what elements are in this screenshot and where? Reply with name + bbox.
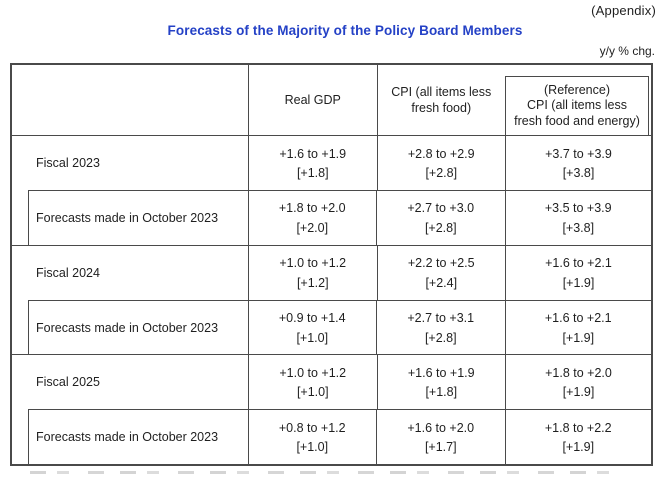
fiscal-2025-group: Fiscal 2025 +1.0 to +1.2 [+1.0] +1.6 to … — [12, 354, 652, 465]
row-indent-spacer — [12, 300, 28, 355]
forecast-range: +2.7 to +3.1 — [407, 311, 475, 325]
forecast-range: +1.0 to +1.2 — [279, 256, 347, 271]
forecast-range: +0.9 to +1.4 — [278, 311, 346, 325]
forecast-median: [+1.0] — [296, 330, 329, 345]
reference-cpi-cell: +1.6 to +2.1 [+1.9] — [505, 245, 651, 300]
forecast-range: +2.2 to +2.5 — [407, 256, 475, 271]
forecast-median: [+1.9] — [562, 330, 595, 345]
fiscal-year-label: Fiscal 2023 — [36, 156, 100, 170]
forecast-median: [+3.8] — [562, 220, 595, 235]
forecast-range: +1.8 to +2.2 — [544, 420, 612, 435]
forecast-range: +1.0 to +1.2 — [279, 365, 347, 380]
forecast-range: +1.6 to +1.9 — [279, 146, 347, 161]
unit-label: y/y % chg. — [599, 44, 655, 58]
forecast-range: +3.7 to +3.9 — [545, 146, 612, 161]
gdp-cell: +1.0 to +1.2 [+1.0] — [248, 355, 377, 410]
forecast-median: [+1.9] — [562, 440, 595, 455]
forecast-median: [+1.8] — [296, 166, 329, 180]
october-forecast-row: Forecasts made in October 2023 +0.9 to +… — [12, 299, 652, 355]
header-corner-cell — [12, 65, 248, 135]
october-forecast-row: Forecasts made in October 2023 +1.8 to +… — [12, 190, 651, 245]
forecast-range: +2.7 to +3.0 — [407, 201, 475, 216]
page-title: Forecasts of the Majority of the Policy … — [167, 23, 523, 38]
october-forecast-label: Forecasts made in October 2023 — [36, 210, 219, 225]
appendix-label: (Appendix) — [591, 3, 656, 18]
cpi-cell: +2.2 to +2.5 [+2.4] — [376, 245, 506, 300]
forecast-median: [+1.2] — [296, 275, 329, 290]
header-reference-box: (Reference) CPI (all items less fresh fo… — [505, 76, 649, 135]
forecast-median: [+1.7] — [424, 440, 457, 455]
forecast-range: +0.8 to +1.2 — [278, 420, 346, 435]
forecast-median: [+2.8] — [424, 220, 457, 235]
fiscal-row: Fiscal 2024 +1.0 to +1.2 [+1.2] +2.2 to … — [12, 245, 651, 300]
cpi-cell: +2.7 to +3.1 [+2.8] — [376, 300, 505, 355]
forecast-median: [+2.4] — [425, 275, 458, 290]
cpi-cell: +1.6 to +1.9 [+1.8] — [376, 355, 506, 410]
gdp-cell: +1.6 to +1.9 [+1.8] — [248, 136, 377, 190]
forecast-range: +1.8 to +2.0 — [545, 365, 612, 380]
reference-cpi-cell: +1.8 to +2.0 [+1.9] — [505, 355, 651, 410]
cpi-cell: +2.8 to +2.9 [+2.8] — [376, 136, 506, 190]
october-forecast-box: Forecasts made in October 2023 +0.9 to +… — [28, 299, 652, 355]
gdp-cell: +0.8 to +1.2 [+1.0] — [247, 410, 377, 465]
row-indent-spacer — [12, 190, 28, 245]
forecast-median: [+1.0] — [296, 385, 329, 400]
fiscal-row: Fiscal 2023 +1.6 to +1.9 [+1.8] +2.8 to … — [12, 136, 651, 190]
reference-cpi-cell: +3.5 to +3.9 [+3.8] — [504, 191, 652, 245]
forecast-range: +1.8 to +2.0 — [278, 201, 346, 216]
fiscal-year-label: Fiscal 2025 — [36, 375, 100, 390]
forecast-range: +1.6 to +2.1 — [544, 311, 612, 325]
gdp-cell: +1.8 to +2.0 [+2.0] — [247, 191, 377, 245]
row-indent-spacer — [12, 409, 28, 464]
gdp-cell: +1.0 to +1.2 [+1.2] — [248, 245, 377, 300]
forecast-range: +2.8 to +2.9 — [407, 146, 475, 161]
forecast-range: +1.6 to +2.0 — [407, 420, 475, 435]
cpi-cell: +1.6 to +2.0 [+1.7] — [376, 410, 505, 465]
forecast-median: [+1.8] — [425, 385, 458, 400]
reference-cpi-cell: +1.6 to +2.1 [+1.9] — [504, 300, 652, 355]
fiscal-2023-group: Fiscal 2023 +1.6 to +1.9 [+1.8] +2.8 to … — [12, 136, 651, 245]
october-forecast-row: Forecasts made in October 2023 +0.8 to +… — [12, 409, 652, 465]
forecast-range: +1.6 to +2.1 — [545, 256, 612, 271]
header-cpi: CPI (all items less fresh food) — [376, 65, 506, 135]
forecast-range: +3.5 to +3.9 — [544, 201, 612, 216]
forecast-table: Real GDP CPI (all items less fresh food)… — [10, 63, 653, 466]
forecast-median: [+1.0] — [296, 440, 329, 455]
reference-cpi-cell: +3.7 to +3.9 [+3.8] — [505, 136, 651, 190]
forecast-range: +1.6 to +1.9 — [407, 365, 475, 380]
fiscal-row: Fiscal 2025 +1.0 to +1.2 [+1.0] +1.6 to … — [12, 355, 651, 410]
header-real-gdp: Real GDP — [248, 65, 377, 135]
forecast-median: [+2.8] — [425, 166, 458, 180]
october-forecast-box: Forecasts made in October 2023 +0.8 to +… — [28, 409, 652, 465]
gdp-cell: +0.9 to +1.4 [+1.0] — [247, 300, 377, 355]
reference-cpi-cell: +1.8 to +2.2 [+1.9] — [504, 410, 652, 465]
fiscal-year-label: Fiscal 2024 — [36, 265, 100, 280]
header-reference-cell: (Reference) CPI (all items less fresh fo… — [505, 65, 651, 135]
forecast-median: [+1.9] — [562, 275, 595, 290]
october-forecast-box: Forecasts made in October 2023 +1.8 to +… — [28, 190, 651, 245]
forecast-median: [+3.8] — [562, 166, 595, 180]
forecast-median: [+2.8] — [424, 330, 457, 345]
october-forecast-label: Forecasts made in October 2023 — [36, 430, 219, 445]
october-forecast-label: Forecasts made in October 2023 — [36, 320, 219, 335]
forecast-median: [+2.0] — [296, 220, 329, 235]
forecast-median: [+1.9] — [562, 385, 595, 400]
cpi-cell: +2.7 to +3.0 [+2.8] — [376, 191, 505, 245]
fiscal-2024-group: Fiscal 2024 +1.0 to +1.2 [+1.2] +2.2 to … — [12, 244, 652, 355]
cropped-note-text — [30, 471, 626, 474]
table-header-row: Real GDP CPI (all items less fresh food)… — [12, 65, 651, 136]
